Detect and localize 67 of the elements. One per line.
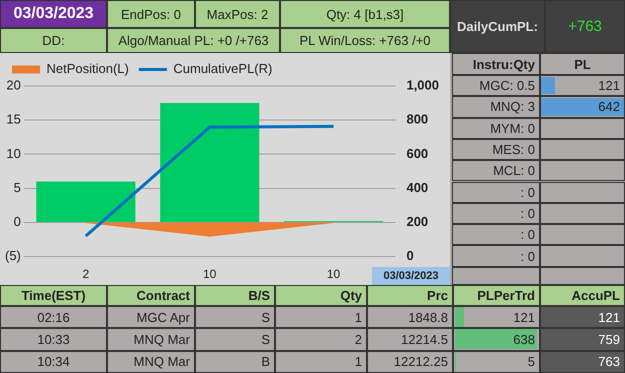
text: 12214.5 <box>367 328 453 351</box>
text: 1 <box>275 350 367 373</box>
y2-tick-label: 0 <box>406 248 414 264</box>
text: DailyCumPL: <box>450 0 545 53</box>
text: AccuPL <box>540 285 625 306</box>
text: 763 <box>540 350 625 373</box>
y2-tick-label: 200 <box>406 214 428 230</box>
text: Algo/Manual PL: +0 /+763 <box>107 28 280 53</box>
text: : 0 <box>452 182 540 203</box>
text: S <box>195 306 275 328</box>
legend-label: CumulativePL(R) <box>173 61 272 76</box>
text: Qty <box>275 285 367 306</box>
text: 121 <box>453 306 540 328</box>
text: MCL: 0 <box>452 160 540 182</box>
x-tick-label: 10 <box>326 267 341 282</box>
bar <box>36 182 136 222</box>
text: MGC: 0.5 <box>452 75 540 96</box>
text: B <box>195 350 275 373</box>
text: EndPos: 0 <box>107 0 195 28</box>
y2-tick-label: 800 <box>406 112 428 127</box>
text: 12212.25 <box>367 350 453 373</box>
x-tick-label: 10 <box>203 267 217 282</box>
text: 10:34 <box>0 350 107 373</box>
text: S <box>195 328 275 351</box>
text: PL Win/Loss: +763 /+0 <box>280 28 450 53</box>
y-tick-label: 10 <box>6 146 21 161</box>
text: MGC Apr <box>107 306 195 328</box>
y2-tick-label: 1,000 <box>406 78 440 93</box>
text: 1 <box>275 306 367 328</box>
y2-tick-label: 600 <box>406 146 428 161</box>
text: 03/03/2023 <box>372 267 450 285</box>
text: +763 <box>545 0 625 53</box>
y-tick-label: 20 <box>6 78 21 93</box>
x-tick-label: 2 <box>82 267 90 282</box>
text: PLPerTrd <box>453 285 540 306</box>
text: Contract <box>107 285 195 306</box>
y-tick-label: 15 <box>6 112 21 127</box>
text: MNQ: 3 <box>452 96 540 118</box>
text: Time(EST) <box>0 285 107 306</box>
y2-tick-label: 400 <box>406 180 428 195</box>
text: 5 <box>453 350 540 373</box>
text: MYM: 0 <box>452 118 540 139</box>
text: 121 <box>540 306 625 328</box>
text: MES: 0 <box>452 138 540 160</box>
y-tick-label: (5) <box>5 248 21 264</box>
text: : 0 <box>452 245 540 267</box>
text: : 0 <box>452 202 540 224</box>
legend-label: NetPosition(L) <box>46 61 129 76</box>
text: 2 <box>275 328 367 351</box>
text: DD: <box>0 28 107 53</box>
text: B/S <box>195 285 275 306</box>
text: MNQ Mar <box>107 350 195 373</box>
text: : 0 <box>452 224 540 246</box>
text: Qty: 4 [b1,s3] <box>280 0 450 28</box>
text: 1848.8 <box>367 306 453 328</box>
text: 03/03/2023 <box>0 0 107 28</box>
y-tick-label: 5 <box>14 180 21 195</box>
text: 10:33 <box>0 328 107 351</box>
y-tick-label: 0 <box>14 214 21 230</box>
text: Prc <box>367 285 453 306</box>
text: MaxPos: 2 <box>195 0 280 28</box>
text: 121 <box>540 75 625 96</box>
text: 759 <box>540 328 625 351</box>
text: MNQ Mar <box>107 328 195 351</box>
text: 02:16 <box>0 306 107 328</box>
text: PL <box>540 53 625 75</box>
text: Instru:Qty <box>452 53 540 75</box>
